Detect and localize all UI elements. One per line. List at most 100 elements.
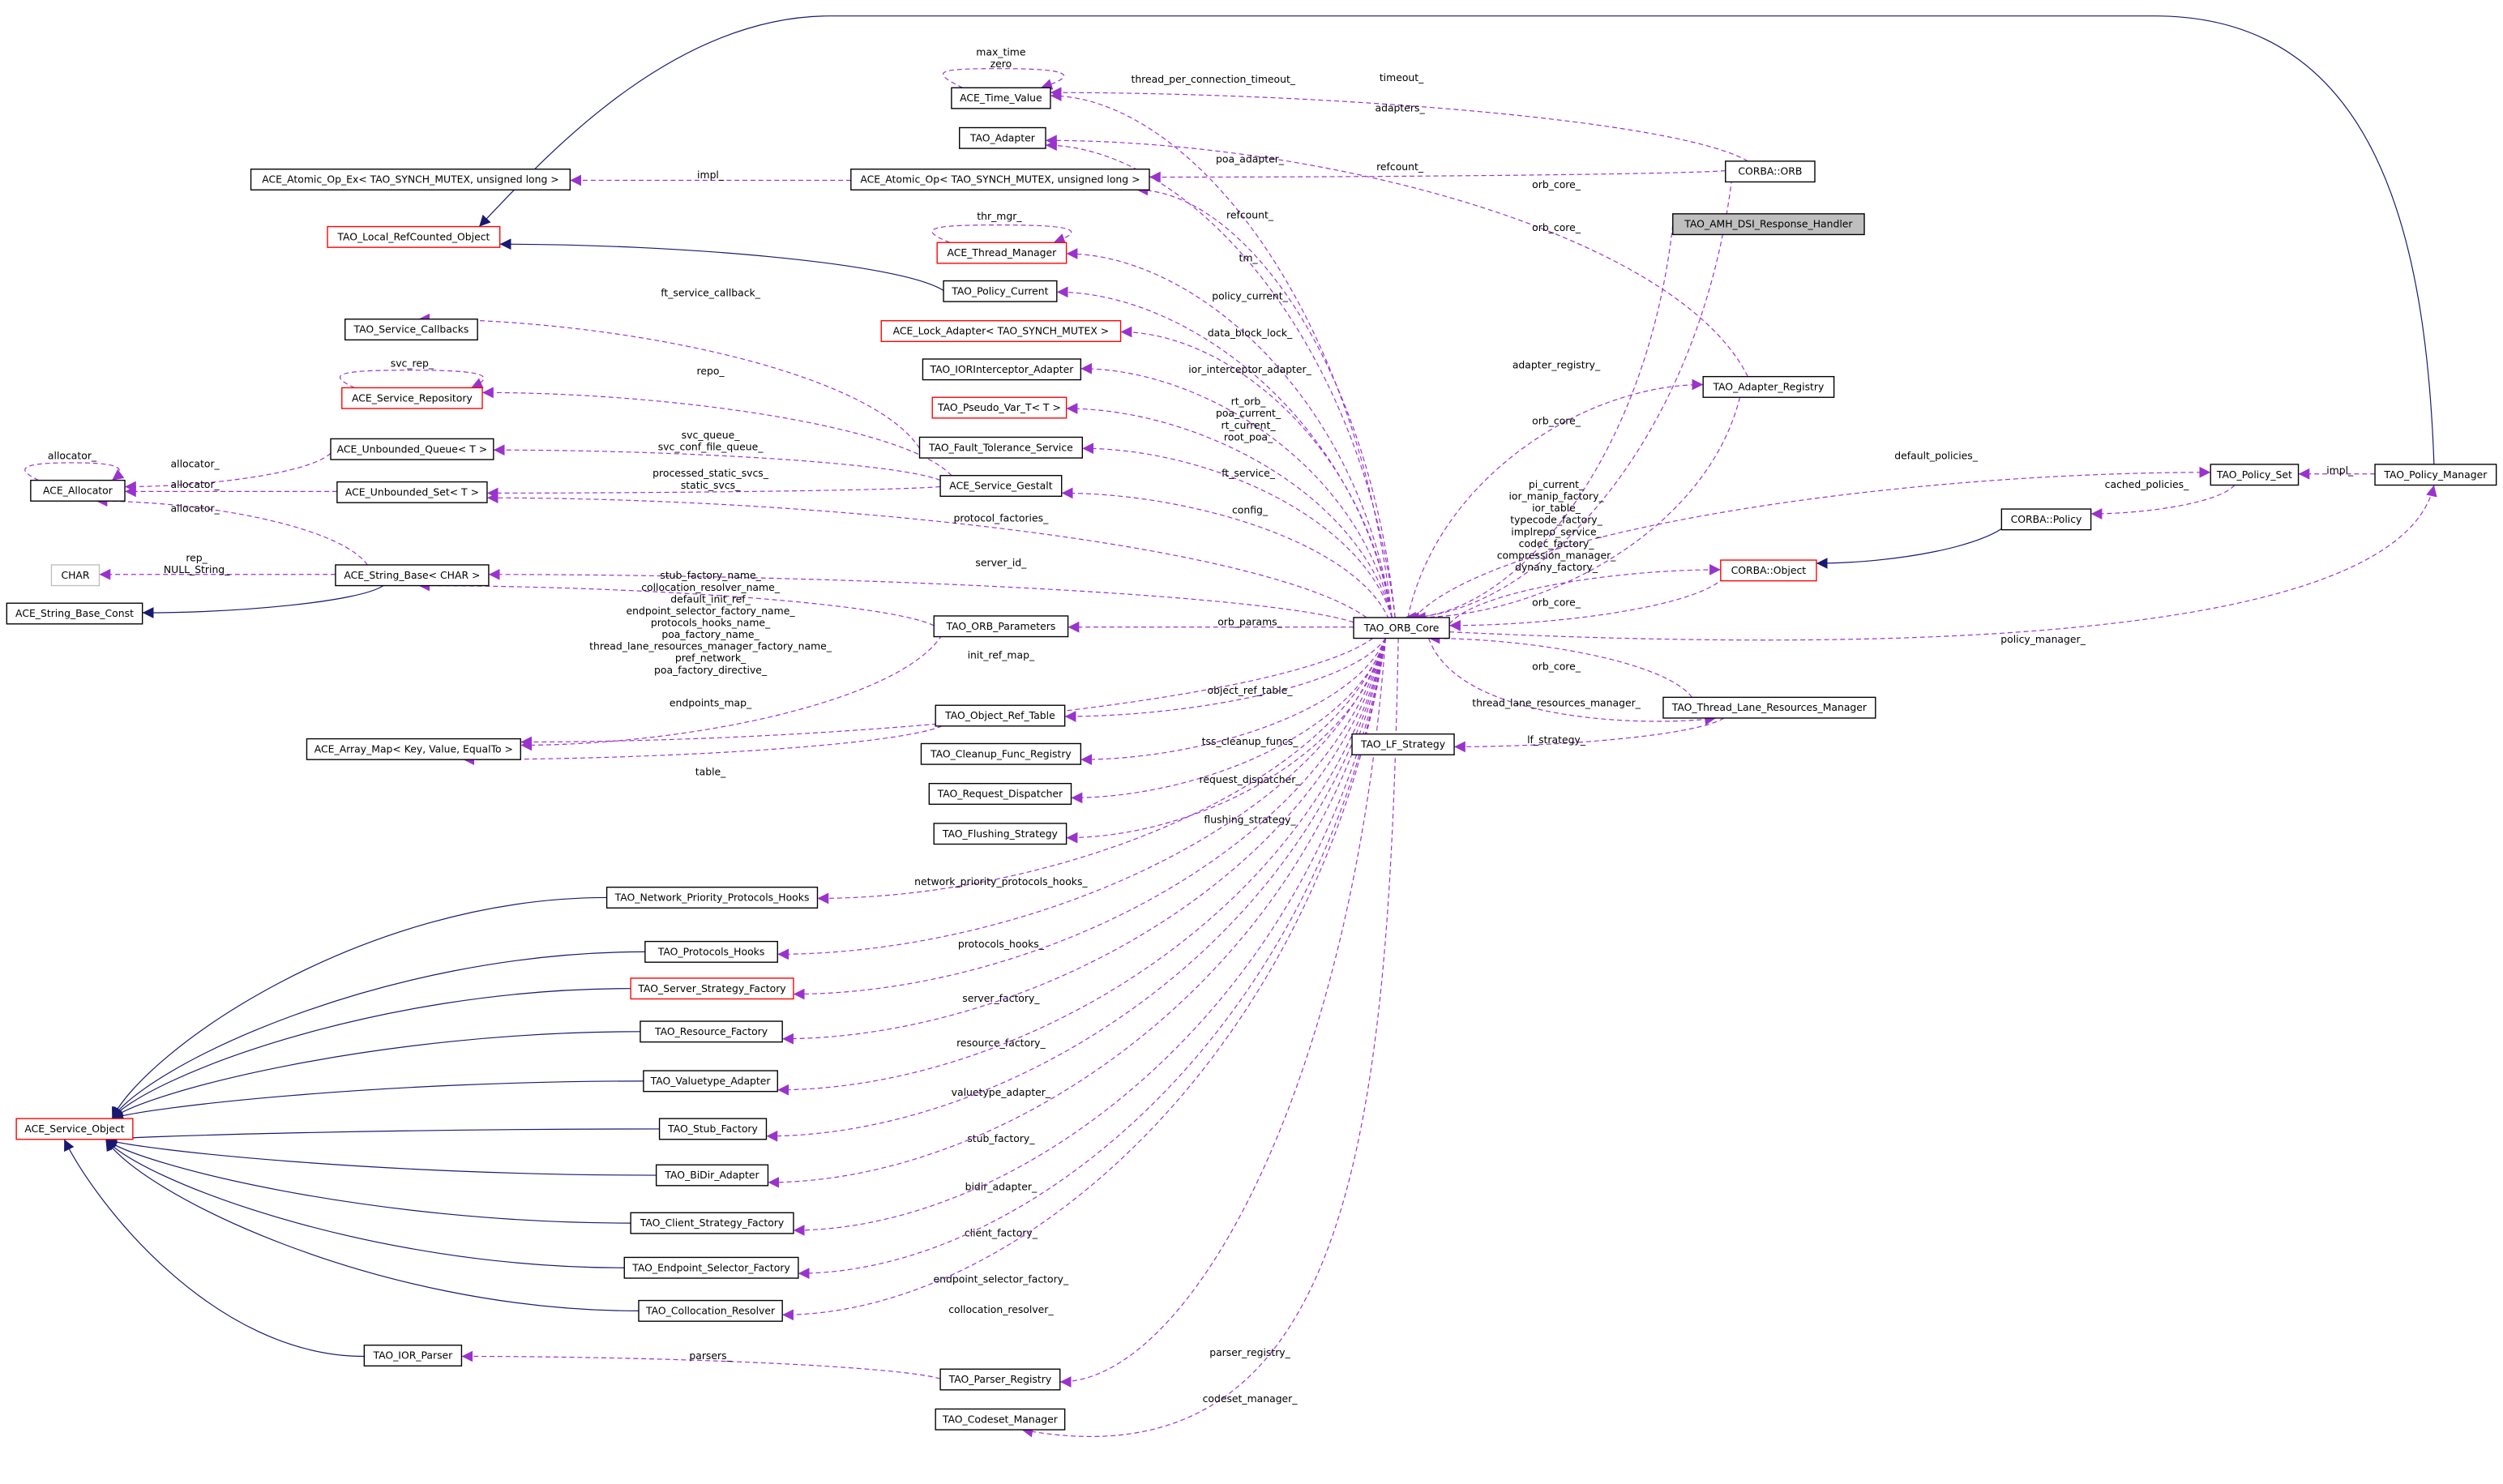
inheritance-edge: [105, 1139, 639, 1311]
node-label: TAO_Codeset_Manager: [942, 1413, 1059, 1425]
inheritance-edge: [478, 15, 2435, 464]
edge-label: rt_current_: [1222, 419, 1277, 431]
edge-label: static_svcs_: [681, 479, 741, 491]
node-box: [959, 126, 1046, 149]
edge: [1414, 466, 2211, 618]
node-label: TAO_Request_Dispatcher: [937, 788, 1063, 800]
edge: [1407, 225, 1674, 623]
edge-label: compression_manager_: [1497, 549, 1616, 561]
node-label: TAO_Service_Callbacks: [353, 323, 469, 336]
node-label: TAO_IOR_Parser: [372, 1349, 453, 1362]
edge: [1066, 403, 1393, 618]
edge-label: svc_queue_: [682, 429, 741, 441]
edge-label: rt_orb_: [1231, 396, 1267, 408]
edge: [340, 370, 485, 389]
node-label: TAO_Stub_Factory: [667, 1123, 758, 1135]
edge: [125, 452, 332, 493]
edge-label: repo_: [697, 365, 725, 377]
edge-label: refcount_: [1376, 160, 1424, 173]
node-box: [643, 1070, 778, 1093]
node-label: TAO_BiDir_Adapter: [664, 1169, 759, 1181]
edge-label: object_ref_table_: [1208, 684, 1294, 696]
node-label: CORBA::ORB: [1738, 165, 1802, 177]
edge: [461, 1350, 941, 1379]
edge-label: lf_strategy_: [1527, 733, 1586, 746]
edge-label: collocation_resolver_name_: [641, 581, 781, 593]
edge: [418, 313, 920, 449]
edge-label: resource_factory_: [956, 1037, 1046, 1049]
node-label: ACE_Time_Value: [960, 92, 1042, 104]
node-label: CORBA::Object: [1731, 564, 1807, 576]
edge-label: data_block_lock_: [1208, 327, 1293, 339]
node-box: [935, 704, 1066, 727]
edge-label: network_priority_protocols_hooks_: [914, 875, 1088, 887]
edge: [782, 638, 1386, 1321]
edge-label: default_init_ref_: [670, 592, 751, 605]
node-box: [850, 169, 1150, 190]
edge: [798, 638, 1386, 1279]
edge-label: svc_rep_: [391, 357, 434, 369]
node-box: [1702, 375, 1835, 398]
node-box: [306, 738, 521, 760]
node-label: ACE_Array_Map< Key, Value, EqualTo >: [314, 742, 513, 755]
node-label: TAO_Server_Strategy_Factory: [637, 982, 785, 994]
node-label: TAO_Local_RefCounted_Object: [336, 230, 490, 242]
edge: [817, 638, 1386, 905]
node-label: TAO_Endpoint_Selector_Factory: [631, 1261, 790, 1273]
edge-label: dynany_factory_: [1515, 561, 1598, 573]
node-box: [936, 242, 1068, 264]
inheritance-edge: [111, 896, 607, 1119]
node-box: [30, 479, 126, 502]
node-box: [2374, 464, 2497, 486]
node-box: [638, 1299, 783, 1322]
edge: [793, 638, 1386, 1000]
node-box: [623, 1256, 799, 1279]
node-label: TAO_Adapter: [969, 131, 1036, 143]
node-label: TAO_Protocols_Hooks: [657, 945, 765, 957]
edge-label: stub_factory_: [967, 1132, 1035, 1144]
edge-label: codec_factory_: [1519, 537, 1595, 550]
edge: [1149, 170, 1726, 183]
edge-label: client_factory_: [965, 1226, 1038, 1238]
edge: [1407, 378, 1704, 618]
edge-label: codeset_manager_: [1203, 1392, 1299, 1405]
edge-label: bidir_adapter_: [965, 1180, 1038, 1192]
node-box: [880, 320, 1122, 343]
edge-label: endpoint_selector_factory_name_: [627, 605, 796, 617]
edge-label: cached_policies_: [2105, 478, 2189, 490]
node-box: [605, 886, 819, 909]
edge: [1046, 135, 1748, 377]
node-label: TAO_ORB_Parameters: [945, 620, 1055, 632]
edge: [1449, 577, 1725, 631]
edge: [777, 638, 1386, 960]
edge: [520, 638, 1373, 748]
edge: [1120, 326, 1393, 618]
edge: [766, 638, 1386, 1142]
edge-label: server_factory_: [962, 992, 1040, 1004]
edge-label: poa_factory_name_: [661, 628, 759, 640]
edge-label: thread_lane_resources_manager_: [1472, 697, 1641, 709]
node-box: [933, 823, 1068, 845]
node-box: [630, 1212, 794, 1234]
node-label: ACE_String_Base_Const: [15, 607, 134, 619]
node-label: TAO_Network_Priority_Protocols_Hooks: [614, 892, 810, 904]
edge-label: impl_: [697, 169, 725, 181]
edge-label: ft_service_: [1222, 467, 1276, 479]
edge-label: allocator_: [171, 457, 220, 469]
edge: [1050, 90, 1393, 618]
node-label: TAO_Pseudo_Var_T< T >: [937, 401, 1061, 413]
node-box: [928, 783, 1072, 805]
node-label: TAO_IORInterceptor_Adapter: [929, 363, 1074, 375]
inheritance-edge: [111, 1031, 640, 1119]
edge: [1449, 485, 2437, 641]
edge-label: svc_conf_file_queue_: [658, 441, 764, 453]
node-label: CHAR: [61, 569, 89, 581]
node-box: [933, 615, 1069, 638]
edge-label: adapters_: [1376, 101, 1426, 113]
node-label: ACE_Atomic_Op_Ex< TAO_SYNCH_MUTEX, unsig…: [262, 173, 558, 186]
edge-label: poa_adapter_: [1216, 152, 1285, 165]
edge: [463, 725, 943, 766]
node-label: ACE_Lock_Adapter< TAO_SYNCH_MUTEX >: [893, 325, 1110, 337]
edge: [1414, 397, 1741, 623]
